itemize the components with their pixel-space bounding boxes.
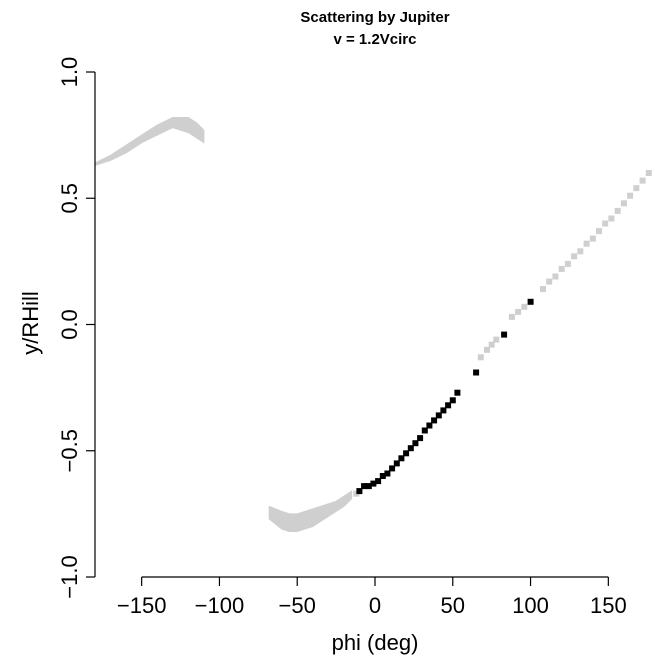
data-point-2-20 xyxy=(449,397,456,404)
data-point-1-24 xyxy=(633,185,640,192)
data-point-2-17 xyxy=(435,412,442,419)
data-point-2-7 xyxy=(389,465,396,472)
x-tick-label: 100 xyxy=(512,593,549,618)
scatter-band-0-0 xyxy=(95,117,205,166)
scatter-band-0-1 xyxy=(268,490,353,532)
chart-subtitle: v = 1.2Vcirc xyxy=(334,31,417,48)
data-point-2-0 xyxy=(356,488,363,495)
data-point-2-3 xyxy=(370,480,377,487)
data-point-1-7 xyxy=(515,308,522,315)
data-point-2-1 xyxy=(361,483,368,490)
data-point-1-14 xyxy=(571,253,578,260)
data-point-2-21 xyxy=(454,389,461,396)
data-point-2-15 xyxy=(426,422,433,429)
data-point-1-20 xyxy=(608,215,615,222)
data-point-1-19 xyxy=(602,220,609,227)
y-tick-label: −1.0 xyxy=(57,555,82,598)
data-point-1-3 xyxy=(484,346,490,353)
data-point-1-26 xyxy=(645,170,652,176)
data-point-1-16 xyxy=(583,240,590,247)
data-point-2-24 xyxy=(527,298,534,305)
data-point-1-8 xyxy=(521,303,528,310)
x-tick-label: 0 xyxy=(369,593,381,618)
data-point-2-14 xyxy=(421,427,428,434)
data-point-1-6 xyxy=(508,313,515,320)
data-point-2-12 xyxy=(412,440,419,447)
data-point-2-22 xyxy=(473,369,480,376)
y-tick-label: 0.0 xyxy=(57,309,82,340)
data-point-2-6 xyxy=(384,470,391,477)
data-point-1-11 xyxy=(552,273,559,280)
y-axis-label: y/RHill xyxy=(18,291,43,355)
data-point-2-19 xyxy=(445,402,452,409)
x-axis-label: phi (deg) xyxy=(332,630,419,655)
data-point-1-17 xyxy=(589,235,596,242)
data-point-2-8 xyxy=(393,460,400,467)
data-point-1-13 xyxy=(564,260,571,267)
x-axis-ticks: −150 −100 −50 0 50 100 150 xyxy=(117,577,627,618)
y-axis-ticks: −1.0 −0.5 0.0 0.5 1.0 xyxy=(57,57,95,599)
x-tick-label: −150 xyxy=(117,593,167,618)
data-point-2-9 xyxy=(398,455,405,462)
data-point-2-13 xyxy=(417,435,424,442)
chart-title: Scattering by Jupiter xyxy=(300,9,449,26)
x-tick-label: −100 xyxy=(195,593,245,618)
data-point-2-5 xyxy=(379,473,386,479)
data-point-2-18 xyxy=(440,407,447,414)
data-point-1-10 xyxy=(546,278,553,285)
data-point-1-25 xyxy=(639,177,646,184)
data-point-2-10 xyxy=(403,450,410,457)
y-tick-label: 0.5 xyxy=(57,183,82,214)
x-tick-label: 50 xyxy=(441,593,465,618)
data-point-1-15 xyxy=(577,248,584,255)
data-point-1-4 xyxy=(488,341,495,348)
data-point-1-9 xyxy=(540,286,546,293)
data-point-1-12 xyxy=(558,265,565,272)
data-point-2-2 xyxy=(365,483,372,490)
data-point-1-21 xyxy=(614,207,621,214)
data-point-1-23 xyxy=(627,192,634,199)
data-point-1-2 xyxy=(477,354,484,361)
data-point-2-23 xyxy=(501,331,508,338)
data-point-1-0 xyxy=(353,490,360,497)
x-tick-label: 150 xyxy=(590,593,627,618)
data-point-2-11 xyxy=(407,445,414,452)
data-point-2-4 xyxy=(375,478,382,485)
data-point-1-5 xyxy=(493,336,500,343)
y-tick-label: 1.0 xyxy=(57,57,82,88)
data-point-1-18 xyxy=(596,228,602,235)
x-tick-label: −50 xyxy=(279,593,316,618)
data-point-2-16 xyxy=(431,417,438,424)
y-tick-label: −0.5 xyxy=(57,429,82,472)
plot-area xyxy=(95,117,652,532)
data-point-1-22 xyxy=(620,200,627,207)
